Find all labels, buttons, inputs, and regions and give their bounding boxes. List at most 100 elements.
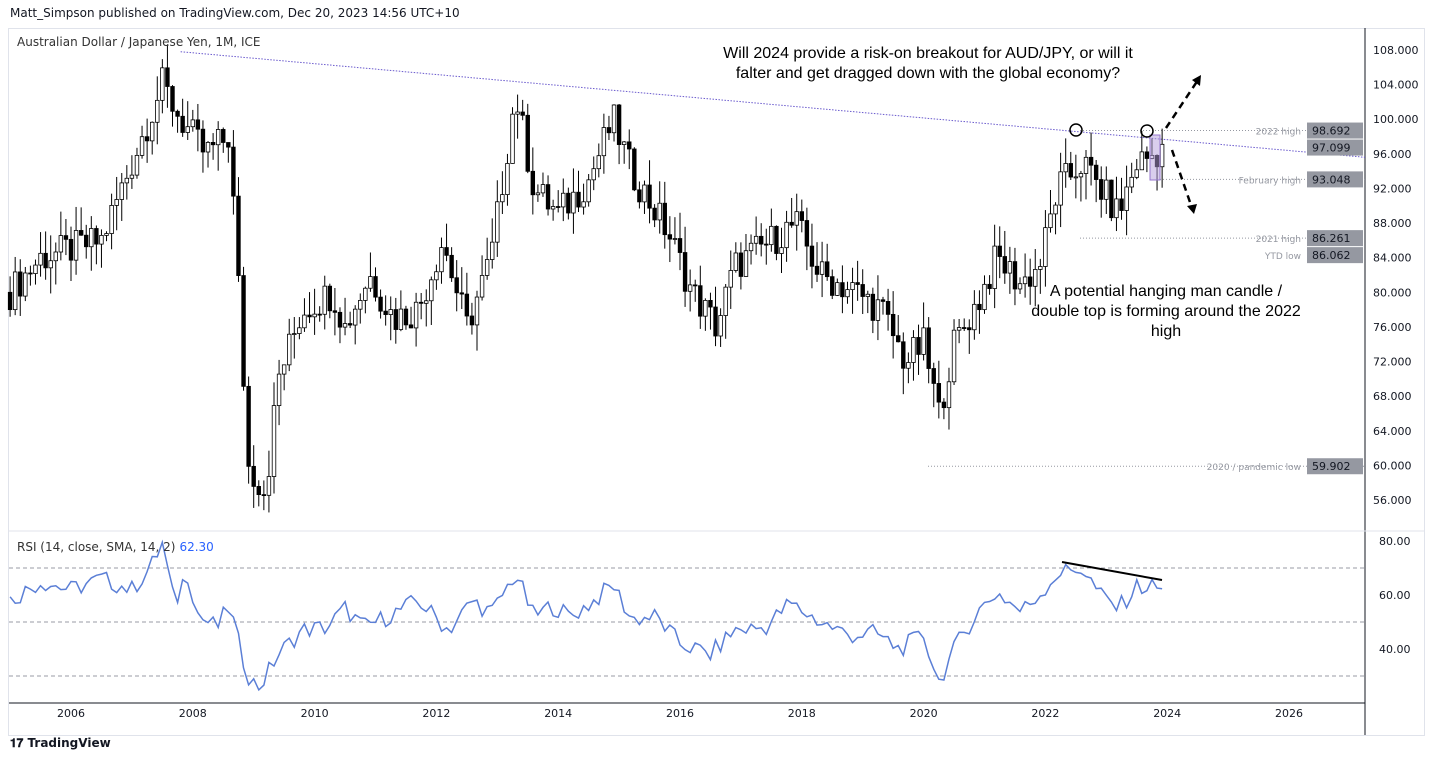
candle — [784, 210, 789, 262]
candle — [865, 290, 870, 314]
price-label-name: 2020 / pandemic low — [1207, 463, 1301, 473]
candle-body — [799, 211, 804, 221]
candle — [327, 283, 333, 319]
candle-body — [855, 282, 860, 285]
candle — [992, 224, 997, 309]
price-tick-label: 64.000 — [1373, 425, 1412, 438]
candle-body — [936, 383, 942, 403]
candle — [53, 242, 58, 285]
candle — [728, 250, 733, 309]
candle-body — [1159, 143, 1165, 168]
price-tick-label: 56.000 — [1373, 494, 1412, 507]
candle — [581, 183, 586, 215]
candle — [809, 223, 815, 289]
candle-body — [215, 129, 221, 146]
candle-body — [561, 192, 566, 208]
candle-body — [484, 259, 490, 276]
candle — [393, 297, 398, 344]
candle-body — [774, 225, 779, 254]
candle-body — [1017, 283, 1023, 290]
candle — [906, 352, 911, 384]
candle — [373, 267, 378, 302]
candle-body — [373, 276, 378, 298]
candle-body — [439, 247, 444, 273]
candle — [317, 306, 322, 322]
candle-body — [63, 235, 69, 240]
price-label-bg — [1307, 122, 1363, 139]
candle — [520, 99, 525, 121]
candle-body — [332, 310, 338, 313]
candle-body — [1093, 164, 1099, 180]
candle — [38, 232, 43, 277]
candle — [464, 272, 470, 326]
candle-body — [1012, 261, 1018, 290]
candle-body — [733, 252, 739, 271]
candle-body — [429, 279, 434, 302]
candle — [804, 207, 810, 271]
candle-body — [418, 301, 424, 304]
candle — [1119, 177, 1124, 220]
candle-body — [1088, 156, 1094, 166]
candle — [616, 103, 622, 165]
candle — [515, 94, 520, 139]
candle — [637, 181, 642, 209]
candle-body — [987, 283, 992, 289]
candle — [1058, 152, 1063, 228]
candle — [109, 193, 114, 250]
candle-body — [997, 245, 1002, 257]
candle-body — [1099, 179, 1104, 200]
candle-body — [698, 285, 703, 317]
candle-body — [398, 308, 404, 330]
candle-body — [124, 177, 130, 184]
candle — [769, 208, 774, 252]
candle-body — [1119, 198, 1124, 211]
candle — [12, 256, 18, 316]
time-tick-label: 2020 — [910, 707, 938, 720]
candle — [875, 275, 881, 341]
candle-body — [652, 207, 657, 221]
arrow-up-head — [1192, 75, 1201, 86]
candle-body — [383, 310, 388, 315]
candle — [48, 235, 53, 294]
candle — [723, 284, 728, 339]
candle-body — [190, 119, 195, 128]
candle-body — [388, 309, 393, 315]
candle-body — [860, 284, 865, 297]
candle-body — [616, 104, 622, 145]
candle — [1124, 165, 1129, 236]
candle-body — [73, 230, 79, 261]
candle — [647, 160, 652, 224]
price-tick-label: 108.000 — [1373, 44, 1419, 57]
candle-body — [845, 289, 850, 298]
candle — [1017, 277, 1023, 295]
time-tick-label: 2010 — [301, 707, 329, 720]
candle-body — [1053, 204, 1058, 215]
candle — [667, 216, 673, 263]
candle-body — [576, 191, 581, 208]
price-label-name: YTD low — [1264, 252, 1301, 262]
candle — [231, 130, 236, 215]
candle-body — [611, 104, 617, 134]
price-label: 98.692 — [1312, 125, 1351, 138]
candle — [896, 315, 901, 343]
candle-body — [571, 191, 576, 214]
candle-body — [12, 271, 18, 311]
candle-body — [221, 129, 226, 143]
candle-body — [977, 303, 982, 311]
candle — [236, 177, 241, 282]
candle-body — [210, 142, 216, 146]
candle — [591, 156, 596, 191]
candle — [794, 193, 799, 251]
candle — [7, 276, 13, 317]
candle — [1048, 189, 1053, 233]
candle — [556, 190, 561, 213]
candle — [287, 318, 292, 372]
candle — [936, 360, 942, 419]
candle-body — [1139, 151, 1145, 171]
price-label-name: 2022 high — [1256, 128, 1301, 138]
candle — [1109, 179, 1114, 222]
candle — [1129, 162, 1134, 194]
price-tick-label: 104.000 — [1373, 79, 1419, 92]
candle — [18, 259, 23, 316]
